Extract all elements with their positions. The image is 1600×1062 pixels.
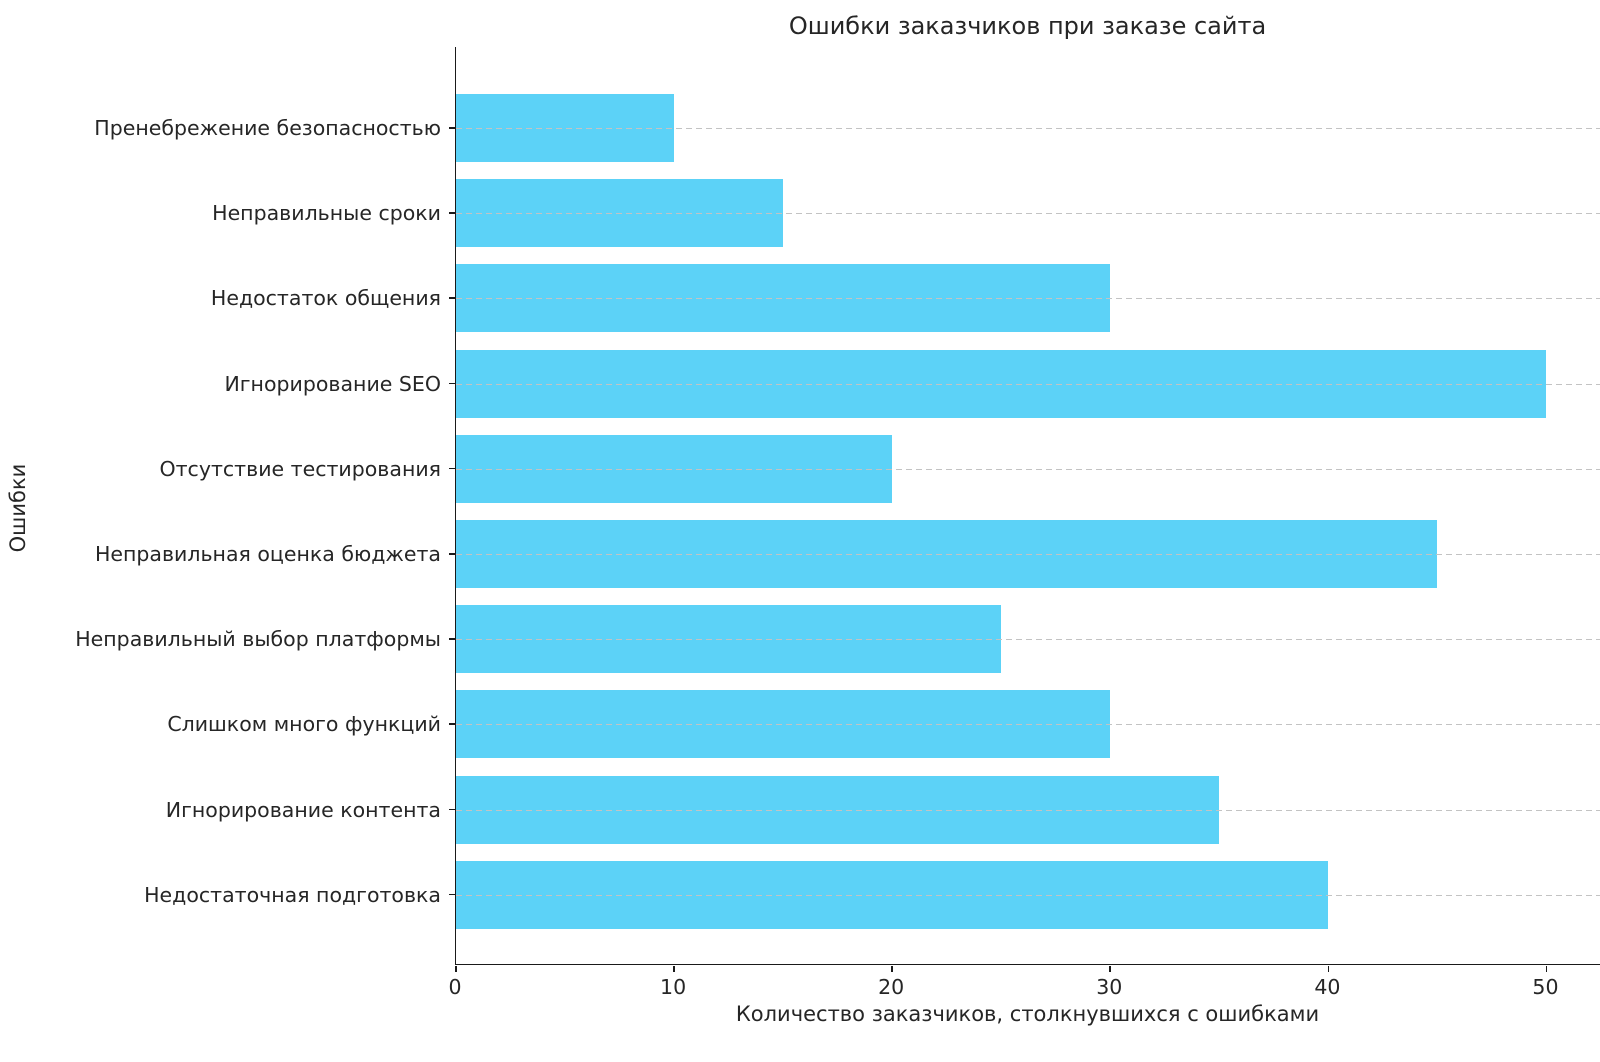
gridline (456, 724, 1600, 726)
x-tick-label: 50 (1532, 975, 1559, 999)
gridline (456, 639, 1600, 641)
gridline (456, 809, 1600, 811)
y-tick-label: Пренебрежение безопасностью (94, 116, 441, 140)
y-tick-mark (449, 382, 455, 385)
x-tick-label: 20 (878, 975, 905, 999)
gridline (456, 468, 1600, 470)
y-tick-label: Неправильный выбор платформы (75, 627, 441, 652)
gridline (456, 213, 1600, 215)
y-tick-mark (449, 723, 455, 725)
x-tick-mark (673, 966, 675, 972)
x-axis-label: Количество заказчиков, столкнувшихся с о… (735, 1002, 1320, 1026)
chart-title: Ошибки заказчиков при заказе сайта (788, 12, 1267, 40)
y-tick-label: Игнорирование SEO (224, 371, 441, 396)
y-tick-mark (449, 893, 455, 896)
x-tick-mark (455, 966, 457, 972)
gridline (456, 298, 1600, 300)
y-tick-label: Недостаточная подготовка (144, 882, 441, 907)
x-tick-mark (1109, 966, 1112, 972)
gridline (456, 383, 1600, 385)
y-tick-mark (449, 553, 455, 555)
x-tick-mark (891, 966, 893, 972)
x-tick-label: 40 (1314, 975, 1341, 999)
gridline (456, 894, 1600, 896)
y-tick-mark (449, 127, 455, 129)
y-tick-mark (449, 808, 455, 811)
x-tick-label: 30 (1096, 975, 1123, 999)
plot-area (449, 47, 1600, 972)
y-tick-label: Слишком много функций (167, 712, 441, 737)
y-tick-label: Неправильные сроки (212, 201, 441, 226)
x-tick-mark (1545, 966, 1548, 972)
x-tick-mark (1327, 966, 1330, 972)
y-tick-label: Игнорирование контента (165, 797, 441, 822)
y-tick-mark (449, 467, 455, 470)
gridline (456, 554, 1600, 555)
y-tick-mark (449, 212, 455, 214)
y-tick-label: Отсутствие тестирования (159, 456, 441, 481)
y-tick-mark (449, 297, 455, 299)
x-tick-label: 10 (660, 975, 687, 999)
y-tick-label: Недостаток общения (210, 286, 441, 311)
y-tick-mark (449, 638, 455, 640)
x-tick-label: 0 (448, 975, 462, 999)
y-axis-label: Ошибки (6, 463, 30, 553)
gridline (456, 128, 1600, 129)
y-tick-label: Неправильная оценка бюджета (94, 542, 441, 566)
